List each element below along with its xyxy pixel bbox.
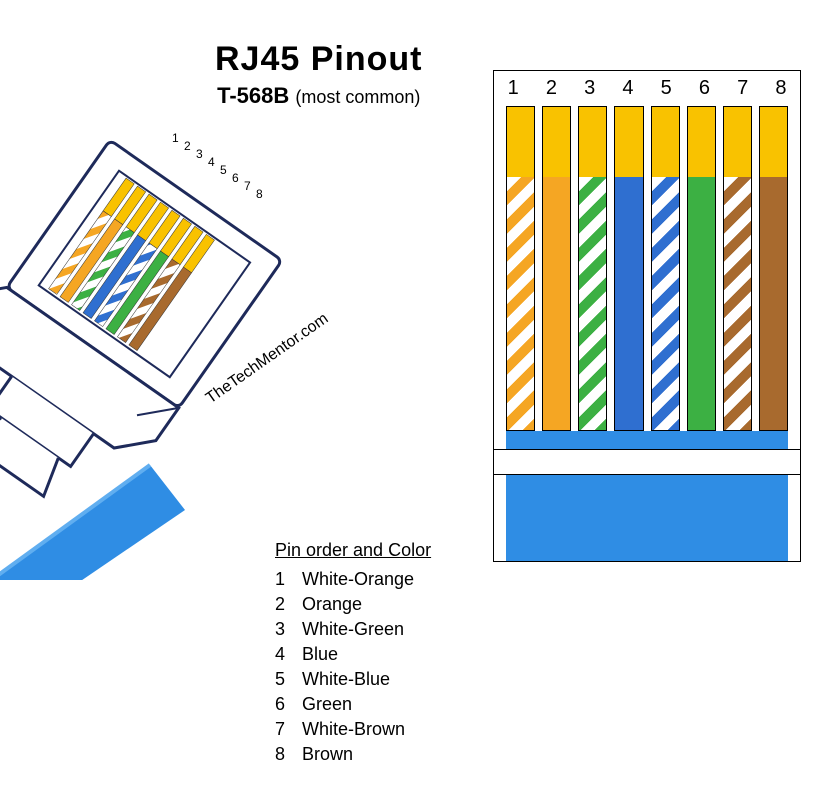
wire-4: [614, 106, 643, 431]
pin-number: 7: [737, 77, 748, 100]
pin-number: 5: [661, 77, 672, 100]
svg-text:3: 3: [196, 147, 203, 161]
wire-3: [578, 106, 607, 431]
pin-number: 6: [699, 77, 710, 100]
front-pin-numbers: 1 2 3 4 5 6 7 8: [494, 77, 800, 100]
svg-text:5: 5: [220, 163, 227, 177]
legend-pin-num: 1: [275, 569, 297, 590]
legend-pin-color: White-Green: [302, 619, 404, 639]
wire-body: [543, 177, 570, 430]
wire-body: [724, 177, 751, 430]
wire-tip: [507, 107, 534, 177]
wire-tip: [760, 107, 787, 177]
legend-pin-num: 3: [275, 619, 297, 640]
pin-number: 8: [775, 77, 786, 100]
legend-header: Pin order and Color: [275, 540, 431, 561]
legend-pin-color: White-Orange: [302, 569, 414, 589]
legend-row: 1 White-Orange: [275, 569, 431, 590]
subtitle: T-568B (most common): [215, 83, 422, 109]
legend-pin-num: 4: [275, 644, 297, 665]
svg-text:8: 8: [256, 187, 263, 201]
svg-text:2: 2: [184, 139, 191, 153]
jacket-band: [493, 449, 801, 475]
main-title: RJ45 Pinout: [215, 40, 422, 79]
wire-tip: [615, 107, 642, 177]
wire-tip: [543, 107, 570, 177]
connector-isometric: 12345678: [0, 110, 470, 580]
wire-body: [615, 177, 642, 430]
front-wires: [506, 106, 788, 431]
legend-row: 6 Green: [275, 694, 431, 715]
legend-pin-color: Blue: [302, 644, 338, 664]
wire-body: [760, 177, 787, 430]
legend-pin-num: 8: [275, 744, 297, 765]
wire-1: [506, 106, 535, 431]
wire-body: [507, 177, 534, 430]
wire-tip: [652, 107, 679, 177]
wire-tip: [579, 107, 606, 177]
subtitle-standard: T-568B: [217, 83, 289, 108]
legend-row: 2 Orange: [275, 594, 431, 615]
legend-pin-color: Brown: [302, 744, 353, 764]
svg-text:6: 6: [232, 171, 239, 185]
pin-number: 1: [508, 77, 519, 100]
front-view-panel: 1 2 3 4 5 6 7 8: [493, 70, 801, 562]
legend-row: 4 Blue: [275, 644, 431, 665]
legend-row: 3 White-Green: [275, 619, 431, 640]
legend-row: 5 White-Blue: [275, 669, 431, 690]
title-block: RJ45 Pinout T-568B (most common): [215, 40, 422, 109]
wire-7: [723, 106, 752, 431]
legend-row: 8 Brown: [275, 744, 431, 765]
pin-number: 3: [584, 77, 595, 100]
wire-2: [542, 106, 571, 431]
legend-row: 7 White-Brown: [275, 719, 431, 740]
svg-text:1: 1: [172, 131, 179, 145]
pin-number: 2: [546, 77, 557, 100]
cable-jacket: [506, 431, 788, 561]
wire-body: [688, 177, 715, 430]
wire-body: [579, 177, 606, 430]
wire-6: [687, 106, 716, 431]
pin-legend: Pin order and Color 1 White-Orange2 Oran…: [275, 540, 431, 769]
svg-text:7: 7: [244, 179, 251, 193]
legend-pin-color: Orange: [302, 594, 362, 614]
legend-pin-num: 6: [275, 694, 297, 715]
wire-tip: [724, 107, 751, 177]
subtitle-note: (most common): [295, 87, 420, 107]
legend-pin-color: White-Brown: [302, 719, 405, 739]
wire-body: [652, 177, 679, 430]
legend-pin-color: White-Blue: [302, 669, 390, 689]
svg-text:4: 4: [208, 155, 215, 169]
legend-pin-num: 5: [275, 669, 297, 690]
legend-pin-num: 2: [275, 594, 297, 615]
legend-pin-num: 7: [275, 719, 297, 740]
wire-5: [651, 106, 680, 431]
legend-pin-color: Green: [302, 694, 352, 714]
pin-number: 4: [622, 77, 633, 100]
wire-8: [759, 106, 788, 431]
wire-tip: [688, 107, 715, 177]
